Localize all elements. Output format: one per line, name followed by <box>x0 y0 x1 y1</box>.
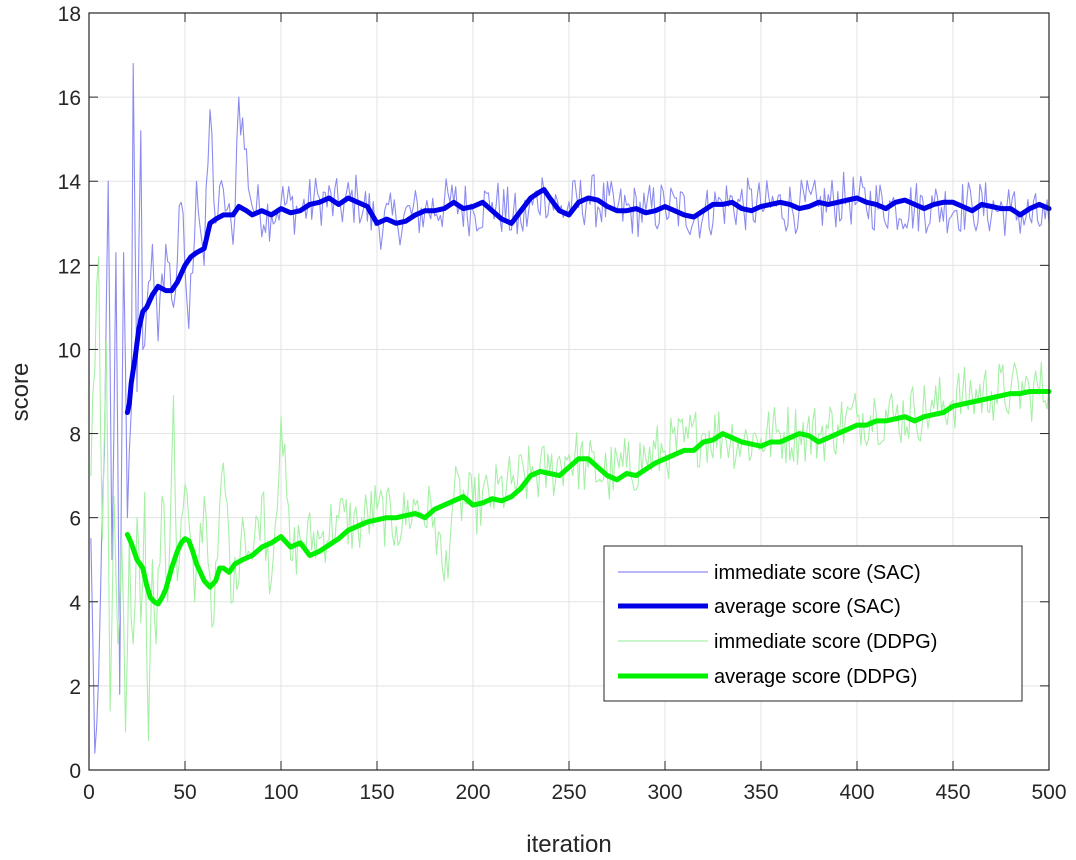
y-tick-label: 0 <box>69 760 81 783</box>
x-tick-label: 200 <box>455 781 490 804</box>
x-tick-label: 350 <box>743 781 778 804</box>
legend-label-ddpg-average: average score (DDPG) <box>714 666 917 688</box>
series-layer <box>90 62 1052 754</box>
x-tick-label: 0 <box>83 781 95 804</box>
x-tick-label: 50 <box>173 781 196 804</box>
legend-label-sac-average: average score (SAC) <box>714 596 901 618</box>
x-tick-label: 300 <box>647 781 682 804</box>
y-axis-title: score <box>7 363 34 422</box>
x-tick-label: 250 <box>551 781 586 804</box>
x-tick-label: 400 <box>839 781 874 804</box>
x-tick-label: 500 <box>1031 781 1066 804</box>
legend-label-sac-immediate: immediate score (SAC) <box>714 562 921 584</box>
legend-label-ddpg-immediate: immediate score (DDPG) <box>714 631 937 653</box>
y-tick-label: 4 <box>69 592 81 615</box>
y-tick-label: 16 <box>58 87 81 110</box>
y-tick-label: 12 <box>58 255 81 278</box>
y-tick-label: 14 <box>58 171 82 194</box>
x-tick-label: 150 <box>359 781 394 804</box>
series-line-3 <box>124 389 1052 607</box>
y-tick-label: 10 <box>58 339 81 362</box>
y-tick-label: 18 <box>58 3 81 26</box>
axis-ticks: 0 50 100 150 200 250 300 350 400 450 500 0 2 4 6 8 10 12 1… <box>58 3 1067 804</box>
x-tick-label: 100 <box>263 781 298 804</box>
y-tick-label: 2 <box>69 676 81 699</box>
y-tick-label: 8 <box>69 424 81 447</box>
legend: immediate score (SAC) average score (SAC… <box>603 545 1023 702</box>
x-axis-title: iteration <box>526 831 611 858</box>
x-tick-label: 450 <box>935 781 970 804</box>
series-line-1 <box>124 187 1052 415</box>
y-tick-label: 6 <box>69 508 81 531</box>
